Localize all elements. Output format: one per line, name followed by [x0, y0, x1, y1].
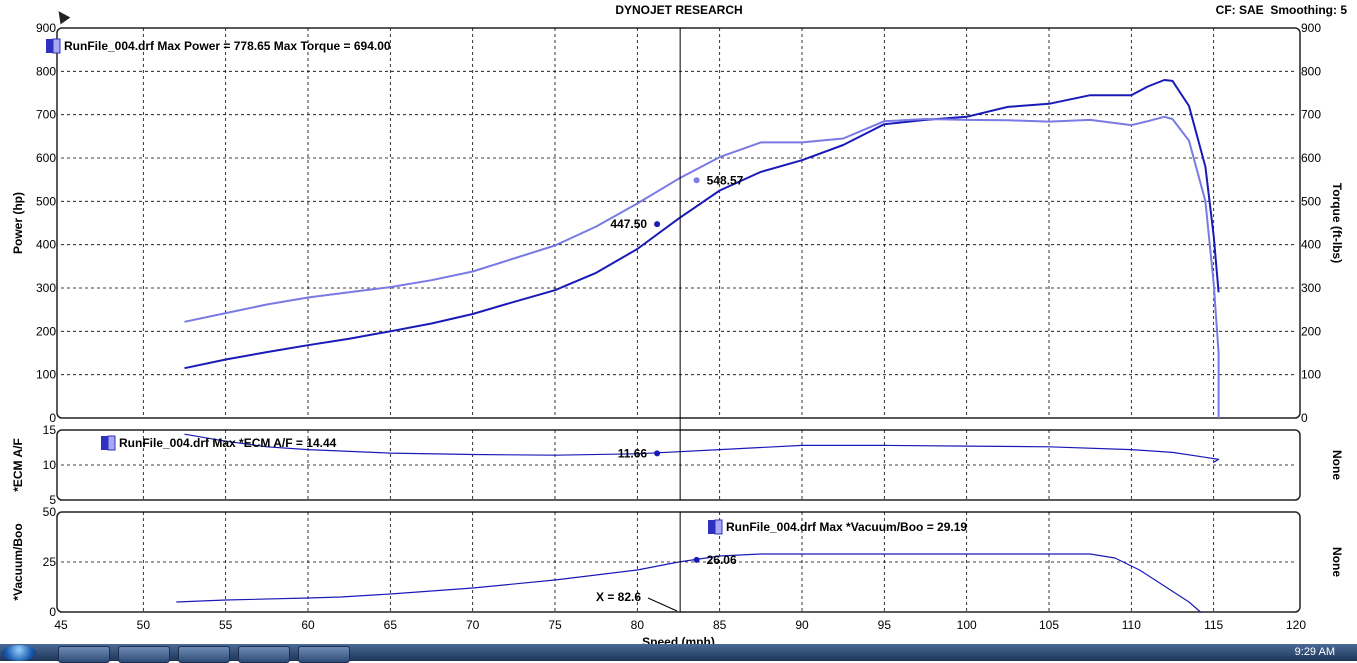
x-tick-label: 85: [713, 618, 727, 632]
panel-frame: [56, 429, 1301, 501]
y-tick-label-left: 700: [36, 108, 56, 122]
data-value-label: 447.50: [610, 217, 647, 231]
chart-title: DYNOJET RESEARCH: [615, 3, 742, 17]
x-tick-label: 110: [1122, 618, 1141, 632]
y-tick-label-right: 900: [1301, 21, 1321, 35]
series-line-1: [184, 79, 1220, 370]
x-tick-label: 55: [219, 618, 233, 632]
data-marker[interactable]: [654, 221, 661, 228]
y-tick-label-right: 700: [1301, 108, 1321, 122]
panel-frame: [56, 27, 1301, 419]
y-tick-label-right: 800: [1301, 64, 1321, 78]
y-tick-label-left: 300: [36, 281, 56, 295]
legend-swatch-icon: [101, 436, 108, 450]
taskbar-app-folder[interactable]: [58, 646, 110, 663]
legend-swatch-icon: [52, 38, 61, 54]
y-tick-label-right: 600: [1301, 151, 1321, 165]
x-tick-label: 95: [878, 618, 892, 632]
y-tick-label-left: 400: [36, 238, 56, 252]
x-tick-label: 120: [1286, 618, 1306, 632]
y-tick-label-left: 500: [36, 194, 56, 208]
y-tick-label-left: 25: [43, 555, 57, 569]
y-tick-label-left: 900: [36, 21, 56, 35]
data-marker[interactable]: [693, 556, 700, 563]
data-value-label: 26.06: [707, 553, 737, 567]
legend-swatch-icon: [714, 519, 723, 535]
y-tick-label-right: 0: [1301, 411, 1308, 425]
data-value-label: 11.66: [618, 446, 648, 460]
chart-panel-vacuum-boost: 0 25 50 *Vacuum/Boo None RunFile_004.drf Max …: [11, 505, 1344, 649]
y-axis-title-left: *Vacuum/Boo: [11, 523, 25, 600]
x-tick-label: 90: [795, 618, 809, 632]
y-tick-label-left: 15: [43, 423, 57, 437]
dyno-chart[interactable]: DYNOJET RESEARCH CF: SAE Smoothing: 5 01…: [0, 0, 1357, 649]
y-axis-title-right: None: [1330, 547, 1344, 577]
series-line-1: [184, 433, 1220, 463]
taskbar-app-browser[interactable]: [118, 646, 170, 663]
y-tick-label-right: 500: [1301, 194, 1321, 208]
y-tick-label-right: 300: [1301, 281, 1321, 295]
taskbar-app-files[interactable]: [238, 646, 290, 663]
y-axis-title-right: None: [1330, 450, 1344, 480]
chart-settings-info: CF: SAE Smoothing: 5: [1216, 3, 1348, 17]
y-axis-title-left: *ECM A/F: [11, 438, 25, 492]
y-tick-label-left: 10: [43, 458, 57, 472]
series-line-1: [176, 553, 1201, 613]
x-tick-label: 60: [301, 618, 315, 632]
legend-swatch-icon: [708, 520, 715, 534]
x-tick-label: 65: [384, 618, 398, 632]
x-tick-label: 70: [466, 618, 480, 632]
data-value-label: 548.57: [707, 173, 744, 187]
cursor-readout: X = 82.6: [596, 590, 641, 604]
taskbar-clock: 9:29 AM: [1294, 646, 1335, 658]
x-tick-label: 115: [1204, 618, 1223, 632]
legend-swatch-icon: [46, 39, 53, 53]
y-tick-label-left: 600: [36, 151, 56, 165]
data-marker[interactable]: [693, 177, 700, 184]
taskbar-app-dynojet[interactable]: [298, 646, 350, 663]
x-axis-title: Speed (mph): [642, 635, 715, 644]
y-tick-label-left: 0: [49, 411, 56, 425]
x-tick-label: 75: [548, 618, 562, 632]
cursor-readout-leader: [647, 597, 678, 612]
legend-swatch-icon: [107, 435, 116, 451]
y-tick-label-right: 200: [1301, 324, 1321, 338]
y-tick-label-left: 800: [36, 64, 56, 78]
x-tick-label: 80: [631, 618, 645, 632]
legend-label: RunFile_004.drf Max *Vacuum/Boo = 29.19: [726, 520, 967, 534]
data-marker[interactable]: [654, 450, 661, 457]
legend-label: RunFile_004.drf Max Power = 778.65 Max T…: [64, 39, 391, 53]
x-tick-label: 50: [137, 618, 151, 632]
x-tick-label: 100: [957, 618, 977, 632]
y-tick-label-left: 50: [43, 505, 57, 519]
y-tick-label-left: 5: [49, 493, 56, 507]
y-tick-label-right: 400: [1301, 238, 1321, 252]
chart-panel-power-torque: 0 100 200 300 400 500 600 700 800 900 0 100 200 300 40…: [11, 21, 1344, 425]
legend-label: RunFile_004.drf Max *ECM A/F = 14.44: [119, 436, 337, 450]
x-tick-label: 105: [1039, 618, 1059, 632]
series-line-2: [184, 115, 1220, 418]
y-tick-label-left: 100: [36, 368, 56, 382]
y-axis-title-left: Power (hp): [11, 192, 25, 254]
y-axis-title-right: Torque (ft-lbs): [1330, 183, 1344, 263]
chart-panel-air-fuel: 5 10 15 *ECM A/F None RunFile_004.drf Max *EC…: [11, 423, 1344, 507]
y-tick-label-right: 100: [1301, 368, 1321, 382]
start-button[interactable]: [2, 645, 36, 661]
windows-taskbar: 9:29 AM: [0, 644, 1357, 663]
x-tick-label: 45: [54, 618, 68, 632]
taskbar-app-search[interactable]: [178, 646, 230, 663]
y-tick-label-left: 0: [49, 605, 56, 619]
y-tick-label-left: 200: [36, 324, 56, 338]
